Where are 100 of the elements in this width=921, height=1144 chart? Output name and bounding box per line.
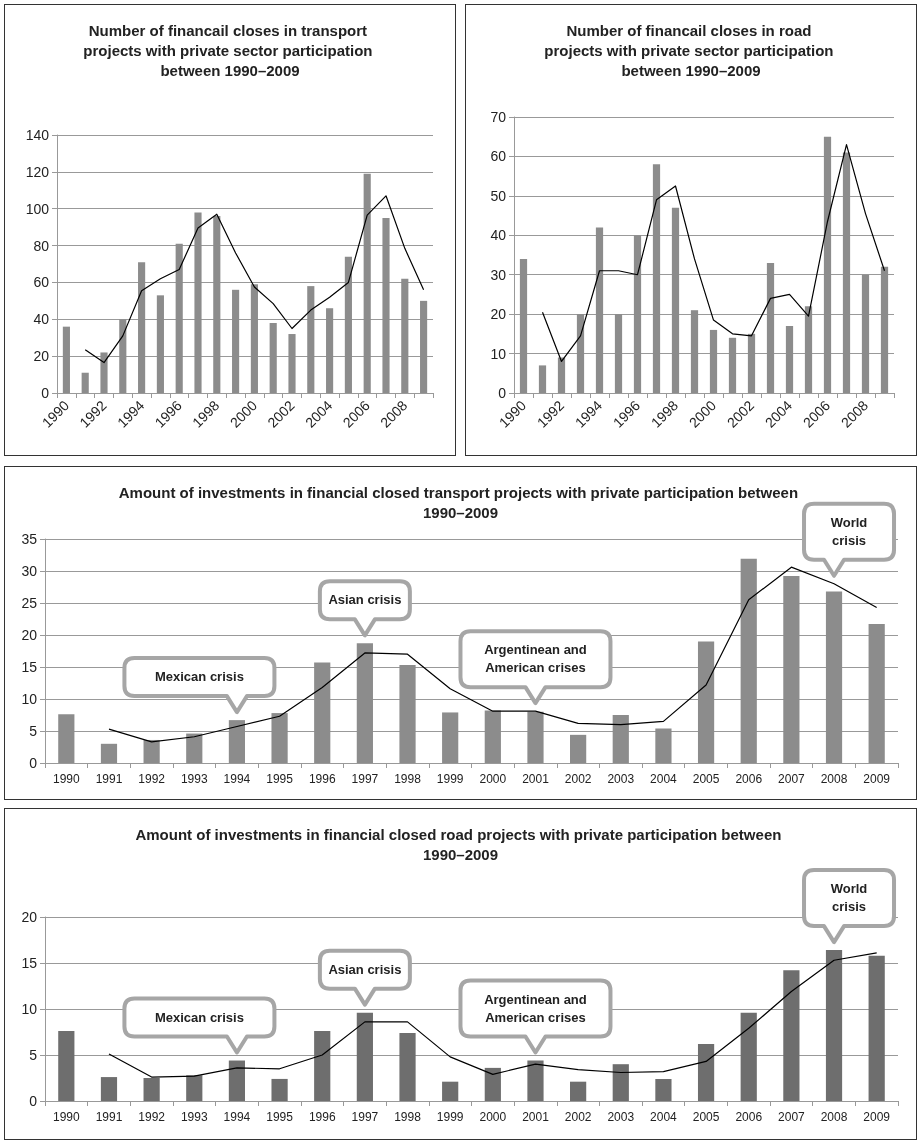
bar <box>861 274 870 393</box>
y-tick-label: 5 <box>29 1047 38 1063</box>
x-tick-label: 2004 <box>650 1110 678 1124</box>
bar <box>100 352 108 393</box>
y-tick-label: 20 <box>21 627 38 643</box>
line-series <box>84 195 425 364</box>
bar <box>868 624 885 763</box>
x-tick-label: 2001 <box>522 772 550 786</box>
bar <box>825 950 843 1101</box>
bar <box>143 739 160 763</box>
x-tick-label: 1997 <box>351 772 379 786</box>
y-tick-label: 40 <box>490 227 507 244</box>
y-tick-label: 15 <box>21 955 38 971</box>
bar <box>697 1043 715 1101</box>
bar <box>399 1032 416 1101</box>
bar <box>519 258 528 393</box>
x-tick-label: 2006 <box>735 1110 763 1124</box>
x-tick-label: 2003 <box>607 1110 635 1124</box>
bar <box>58 1031 75 1101</box>
y-tick-label: 80 <box>33 237 50 254</box>
x-tick-label: 2003 <box>607 772 635 786</box>
y-tick-label: 0 <box>29 755 38 771</box>
y-tick-label: 120 <box>25 163 50 180</box>
y-tick-label: 35 <box>21 531 38 547</box>
bar <box>356 1012 373 1101</box>
x-tick-label: 2005 <box>692 1110 720 1124</box>
bar <box>269 322 277 393</box>
bar <box>81 372 89 393</box>
bar <box>344 256 352 393</box>
bar <box>690 310 699 393</box>
annotation: Argentinean and American crises <box>483 990 588 1027</box>
bar <box>633 235 642 393</box>
bar <box>842 152 851 393</box>
bar <box>307 286 315 393</box>
bar <box>100 743 118 763</box>
bar <box>228 1060 246 1101</box>
bar <box>194 212 202 393</box>
bar <box>232 289 240 393</box>
y-tick-label: 0 <box>29 1093 38 1109</box>
y-tick-label: 60 <box>33 274 50 291</box>
x-tick-label: 2004 <box>650 772 678 786</box>
bar <box>825 591 843 763</box>
bar <box>527 1060 544 1101</box>
bar <box>804 306 813 393</box>
y-tick-label: 20 <box>490 306 507 323</box>
bar <box>740 1012 757 1101</box>
annotation: Asian crisis <box>327 960 402 979</box>
line-series <box>108 952 878 1078</box>
line-series <box>108 566 878 743</box>
x-tick-label: 2009 <box>863 1110 891 1124</box>
annotation: Mexican crisis <box>153 1008 245 1027</box>
y-tick-label: 10 <box>21 691 38 707</box>
x-tick-label: 1990 <box>52 772 80 786</box>
bar <box>228 720 246 763</box>
bar <box>442 712 459 763</box>
bar <box>58 714 75 763</box>
chart-title: Number of financail closes in road projects with private sector participation between 1990–2009 <box>544 21 838 79</box>
x-tick-label: 1994 <box>223 1110 251 1124</box>
bar <box>740 558 757 763</box>
chart-title: Amount of investments in financial closed transport projects with private participation between 1990–2009 <box>118 483 803 521</box>
bar <box>728 337 737 393</box>
x-tick-label: 2002 <box>564 1110 592 1124</box>
x-tick-label: 2000 <box>479 772 507 786</box>
bar <box>527 711 544 763</box>
y-tick-label: 30 <box>490 266 507 283</box>
annotation: Argentinean and American crises <box>483 641 588 678</box>
x-tick-label: 2002 <box>564 772 592 786</box>
bar <box>271 713 288 763</box>
annotation: Asian crisis <box>327 591 402 610</box>
bar <box>175 243 183 393</box>
bar <box>709 329 718 393</box>
bar <box>401 278 409 393</box>
bar <box>186 1075 203 1101</box>
bar <box>156 295 164 393</box>
bar <box>326 308 334 393</box>
bar <box>62 326 70 393</box>
x-tick-label: 1996 <box>308 1110 336 1124</box>
bar <box>143 1078 160 1101</box>
x-tick-label: 2000 <box>479 1110 507 1124</box>
x-tick-label: 1990 <box>52 1110 80 1124</box>
x-tick-label: 2007 <box>778 772 806 786</box>
bar <box>356 643 373 763</box>
y-tick-label: 25 <box>21 595 38 611</box>
x-tick-label: 2009 <box>863 772 891 786</box>
bar <box>595 227 604 393</box>
bar <box>363 173 371 393</box>
y-tick-label: 10 <box>21 1001 38 1017</box>
x-tick-label: 1998 <box>394 772 422 786</box>
bar <box>484 710 501 763</box>
bar <box>783 970 800 1101</box>
x-tick-label: 1991 <box>95 1110 123 1124</box>
y-tick-label: 100 <box>25 200 50 217</box>
bar <box>538 365 547 393</box>
bar <box>288 334 296 393</box>
x-tick-label: 1993 <box>180 1110 208 1124</box>
bar <box>250 284 258 393</box>
bar <box>655 1078 672 1101</box>
x-tick-label: 1995 <box>266 1110 294 1124</box>
x-tick-label: 1994 <box>223 772 251 786</box>
x-tick-label: 1997 <box>351 1110 379 1124</box>
